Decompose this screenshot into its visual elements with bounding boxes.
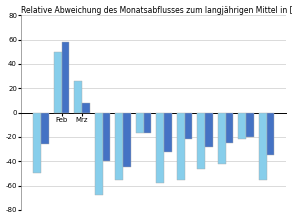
Bar — [156, 113, 164, 183]
Bar — [33, 113, 41, 173]
Bar — [226, 113, 233, 143]
Bar — [185, 113, 192, 140]
Bar — [41, 113, 49, 144]
Bar — [62, 42, 69, 113]
Bar — [144, 113, 151, 133]
Bar — [74, 81, 82, 113]
Bar — [177, 113, 185, 180]
Bar — [115, 113, 123, 180]
Text: Relative Abweichung des Monatsabflusses zum langjährigen Mittel in [%]: Relative Abweichung des Monatsabflusses … — [21, 5, 292, 14]
Bar — [246, 113, 254, 137]
Bar — [82, 103, 90, 113]
Bar — [95, 113, 102, 195]
Bar — [197, 113, 205, 169]
Bar — [205, 113, 213, 147]
Bar — [238, 113, 246, 140]
Bar — [123, 113, 131, 167]
Bar — [164, 113, 172, 152]
Bar — [102, 113, 110, 161]
Bar — [259, 113, 267, 180]
Bar — [218, 113, 226, 164]
Bar — [54, 52, 62, 113]
Bar — [267, 113, 274, 155]
Bar — [136, 113, 144, 133]
